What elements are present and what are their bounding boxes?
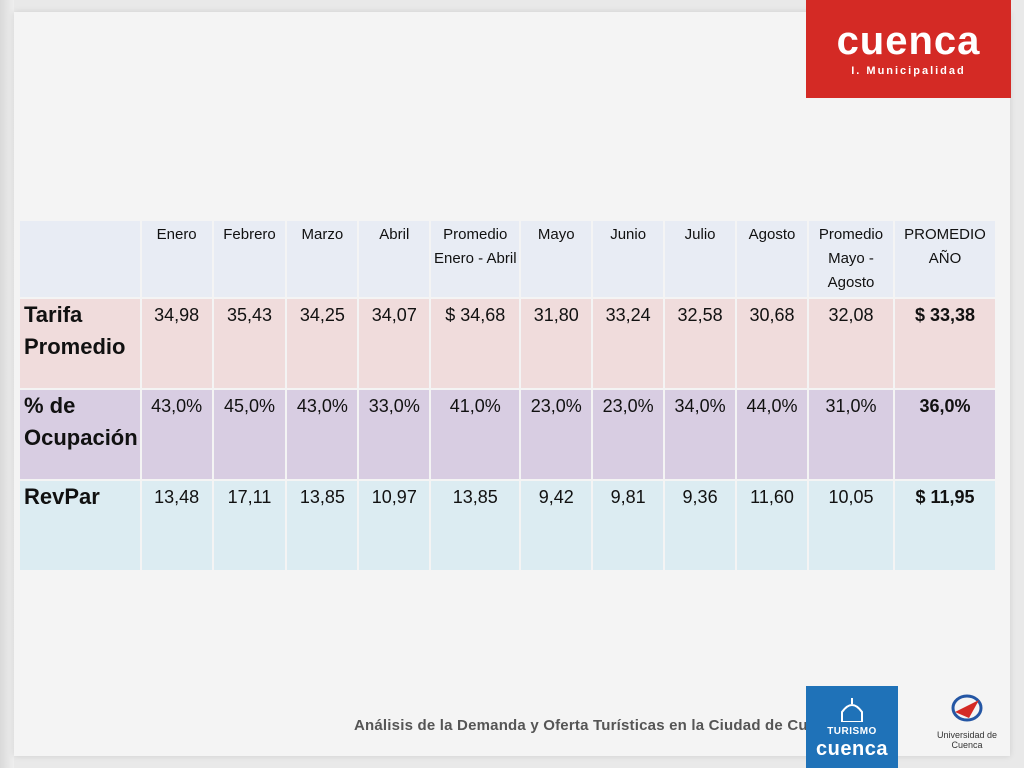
col-header: Promedio Enero - Abril xyxy=(431,221,520,297)
col-header: Febrero xyxy=(213,221,286,297)
table-cell: 30,68 xyxy=(737,299,807,388)
table-cell: 23,0% xyxy=(593,390,664,479)
table-cell: 10,97 xyxy=(359,481,430,570)
table-header-row: Enero Febrero Marzo Abril Promedio Enero… xyxy=(20,221,995,297)
table-cell: 32,58 xyxy=(665,299,736,388)
col-header: Enero xyxy=(141,221,212,297)
table-cell: 13,48 xyxy=(141,481,212,570)
table-cell: 43,0% xyxy=(287,390,358,479)
table-corner-cell xyxy=(20,221,140,297)
col-header: Junio xyxy=(593,221,664,297)
table-cell: 33,24 xyxy=(593,299,664,388)
table-row-revpar: RevPar 13,48 17,11 13,85 10,97 13,85 9,4… xyxy=(20,481,995,570)
table-cell: 31,0% xyxy=(809,390,893,479)
table-cell-total: $ 11,95 xyxy=(895,481,995,570)
table-cell: 9,36 xyxy=(665,481,736,570)
table-cell: 34,98 xyxy=(141,299,212,388)
table-cell: 41,0% xyxy=(431,390,520,479)
col-header: Marzo xyxy=(287,221,358,297)
table-cell: 32,08 xyxy=(809,299,893,388)
table-cell: 34,07 xyxy=(359,299,430,388)
table-cell: 9,81 xyxy=(593,481,664,570)
table-cell: 13,85 xyxy=(287,481,358,570)
table-row-tarifa: Tarifa Promedio 34,98 35,43 34,25 34,07 … xyxy=(20,299,995,388)
row-label: % de Ocupación xyxy=(20,390,140,479)
table-cell: 34,0% xyxy=(665,390,736,479)
col-header: Agosto xyxy=(737,221,807,297)
turismo-cuenca-logo: TURISMO cuenca xyxy=(806,686,898,768)
table-cell: 34,25 xyxy=(287,299,358,388)
logo-subtitle: I. Municipalidad xyxy=(851,65,966,77)
tourism-indicators-table: Enero Febrero Marzo Abril Promedio Enero… xyxy=(18,219,997,572)
table-cell: 13,85 xyxy=(431,481,520,570)
left-edge-shadow xyxy=(0,0,14,768)
table-cell: 9,42 xyxy=(521,481,592,570)
table-cell-total: $ 33,38 xyxy=(895,299,995,388)
table-cell: 10,05 xyxy=(809,481,893,570)
col-header: Promedio Mayo - Agosto xyxy=(809,221,893,297)
cuenca-municipality-logo: cuenca I. Municipalidad xyxy=(806,0,1011,98)
table-cell: $ 34,68 xyxy=(431,299,520,388)
table-cell: 31,80 xyxy=(521,299,592,388)
turismo-label: TURISMO xyxy=(827,726,877,737)
footer-caption: Análisis de la Demanda y Oferta Turístic… xyxy=(354,717,843,734)
col-header: Julio xyxy=(665,221,736,297)
table-cell: 11,60 xyxy=(737,481,807,570)
col-header: PROMEDIO AÑO xyxy=(895,221,995,297)
col-header: Mayo xyxy=(521,221,592,297)
university-emblem-icon xyxy=(951,694,983,722)
cathedral-dome-icon xyxy=(841,698,863,722)
table-cell: 23,0% xyxy=(521,390,592,479)
table-cell: 35,43 xyxy=(213,299,286,388)
university-logo: Universidad de Cuenca xyxy=(924,692,1010,750)
table-cell-total: 36,0% xyxy=(895,390,995,479)
table-cell: 45,0% xyxy=(213,390,286,479)
university-name: Universidad de Cuenca xyxy=(936,730,998,750)
turismo-city: cuenca xyxy=(816,738,888,760)
col-header: Abril xyxy=(359,221,430,297)
table-cell: 43,0% xyxy=(141,390,212,479)
row-label: RevPar xyxy=(20,481,140,570)
row-label: Tarifa Promedio xyxy=(20,299,140,388)
table-cell: 33,0% xyxy=(359,390,430,479)
table-row-ocupacion: % de Ocupación 43,0% 45,0% 43,0% 33,0% 4… xyxy=(20,390,995,479)
table-cell: 44,0% xyxy=(737,390,807,479)
logo-word: cuenca xyxy=(836,19,981,63)
table-cell: 17,11 xyxy=(213,481,286,570)
